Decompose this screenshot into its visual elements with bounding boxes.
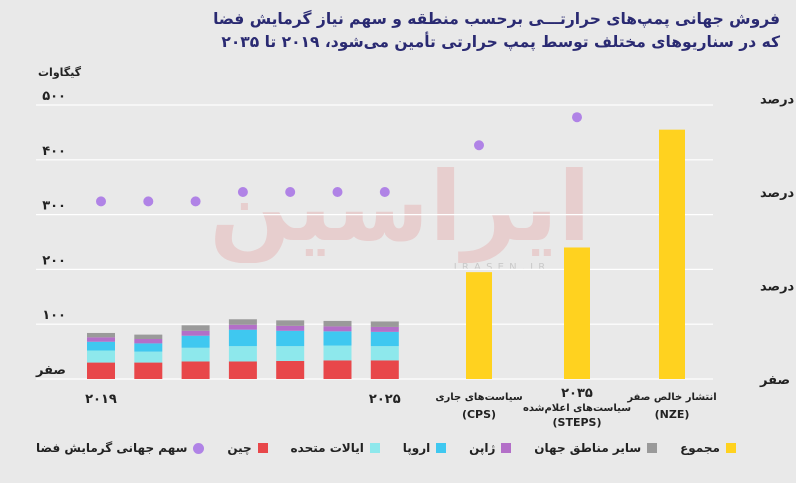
legend-usa-label: ایالات متحده	[290, 441, 364, 455]
share-dot-2023	[285, 187, 296, 197]
legend-europe: اروپا	[403, 441, 447, 455]
bar-2024-usa	[323, 345, 352, 361]
bar-2020-europe	[134, 343, 163, 352]
right-tick-label-10: ۱۰ درصد	[760, 280, 796, 295]
legend-europe-label: اروپا	[402, 441, 431, 455]
x-label-scenario-1-line1: سیاست‌های اعلام‌شده	[523, 403, 631, 414]
bar-2022-usa	[228, 346, 257, 362]
x-label-year-2035: ۲۰۳۵	[561, 386, 593, 401]
bar-2020-china	[134, 362, 163, 379]
legend-china: چین	[227, 441, 268, 455]
x-label-year-start: ۲۰۱۹	[85, 392, 117, 407]
bar-2025-europe	[370, 331, 399, 347]
share-dot-2025	[379, 187, 390, 197]
bar-2023-japan	[276, 325, 305, 331]
right-tick-label-0: صفر	[759, 373, 790, 388]
legend-japan-swatch	[501, 443, 512, 453]
bar-2021-usa	[181, 347, 210, 362]
legend-china-label: چین	[227, 441, 252, 455]
bar-2019-japan	[87, 337, 115, 342]
bar-2020-japan	[134, 338, 163, 344]
bar-2021-europe	[181, 335, 210, 348]
bar-2025-rest	[370, 321, 399, 327]
share-dot-STEPS	[572, 112, 582, 123]
legend-total: مجموع	[680, 441, 736, 455]
bar-2019-china	[87, 362, 115, 379]
bar-2023-rest	[276, 320, 305, 326]
bar-2019-rest	[87, 332, 115, 338]
bar-2020-usa	[134, 351, 163, 363]
legend-japan: ژاپن	[469, 441, 512, 455]
chart-title-block: فروش جهانی پمپ‌های حرارتـــی برحسب منطقه…	[80, 8, 780, 54]
legend-japan-label: ژاپن	[469, 441, 496, 455]
watermark-url: I R A S E N . I R	[454, 262, 546, 273]
bar-scenario-CPS	[466, 272, 492, 379]
chart-legend: مجموع سایر مناطق جهان ژاپن اروپا ایالات …	[36, 438, 736, 458]
x-label-scenario-2-line2: (NZE)	[655, 408, 690, 421]
share-dot-CPS	[474, 140, 484, 151]
bar-2023-china	[276, 360, 305, 379]
left-tick-label-0: صفر	[35, 363, 66, 378]
bar-2024-china	[323, 360, 352, 379]
share-dot-2020	[143, 196, 154, 207]
bar-2023-europe	[276, 330, 305, 347]
bar-2022-china	[228, 361, 257, 379]
left-axis-unit: گیگاوات	[38, 66, 82, 79]
right-tick-label-20: ۲۰ درصد	[760, 186, 796, 201]
bar-2021-china	[181, 361, 210, 379]
left-tick-label-300: ۳۰۰	[42, 199, 66, 214]
left-tick-label-500: ۵۰۰	[42, 89, 66, 104]
share-dot-2019	[96, 196, 106, 207]
x-label-year-end: ۲۰۲۵	[369, 392, 401, 407]
x-label-scenario-2-line1: انتشار خالص صفر	[626, 392, 716, 403]
bar-2024-europe	[323, 331, 352, 346]
legend-usa-swatch	[369, 443, 380, 453]
bar-2024-rest	[323, 320, 352, 327]
share-dot-2022	[237, 187, 248, 197]
legend-total-swatch	[725, 443, 736, 453]
legend-europe-swatch	[436, 443, 447, 453]
legend-share-dot	[193, 442, 205, 454]
chart-title-line-1: فروش جهانی پمپ‌های حرارتـــی برحسب منطقه…	[213, 10, 780, 28]
legend-share: سهم جهانی گرمایش فضا	[36, 441, 205, 455]
legend-china-swatch	[257, 443, 268, 453]
legend-rest-swatch	[647, 443, 658, 453]
bar-2025-usa	[370, 346, 399, 361]
legend-share-label: سهم جهانی گرمایش فضا	[36, 441, 188, 455]
legend-rest-label: سایر مناطق جهان	[534, 441, 642, 455]
bar-2019-europe	[87, 341, 115, 351]
bar-2021-rest	[181, 325, 210, 331]
right-tick-label-30: ۳۰ درصد	[760, 93, 796, 108]
x-label-scenario-1-line2: (STEPS)	[553, 416, 602, 429]
bar-2022-rest	[228, 319, 257, 325]
legend-usa: ایالات متحده	[291, 441, 380, 455]
bar-2019-usa	[87, 350, 115, 363]
left-tick-label-100: ۱۰۰	[42, 308, 66, 323]
left-tick-label-400: ۴۰۰	[42, 144, 66, 159]
bar-2025-china	[370, 360, 399, 379]
x-label-scenario-0-line2: (CPS)	[462, 408, 496, 421]
share-dot-2024	[332, 187, 343, 197]
bar-2022-europe	[228, 329, 257, 347]
bar-2021-japan	[181, 330, 210, 336]
left-tick-label-200: ۲۰۰	[42, 253, 66, 268]
bar-2022-japan	[228, 324, 257, 330]
x-label-scenario-0-line1: سیاست‌های جاری	[435, 392, 522, 403]
bar-scenario-NZE	[659, 129, 685, 379]
bar-2024-japan	[323, 326, 352, 332]
legend-rest: سایر مناطق جهان	[534, 441, 658, 455]
bar-2023-usa	[276, 346, 305, 361]
bar-scenario-STEPS	[564, 247, 590, 379]
bar-2025-japan	[370, 326, 399, 332]
chart-title-line-2: که در سناریوهای مختلف توسط پمپ حرارتی تأ…	[221, 33, 780, 51]
share-dot-2021	[190, 196, 201, 207]
legend-total-label: مجموع	[680, 441, 720, 455]
bar-2020-rest	[134, 334, 163, 339]
watermark-logo: ایراسین	[209, 151, 591, 263]
